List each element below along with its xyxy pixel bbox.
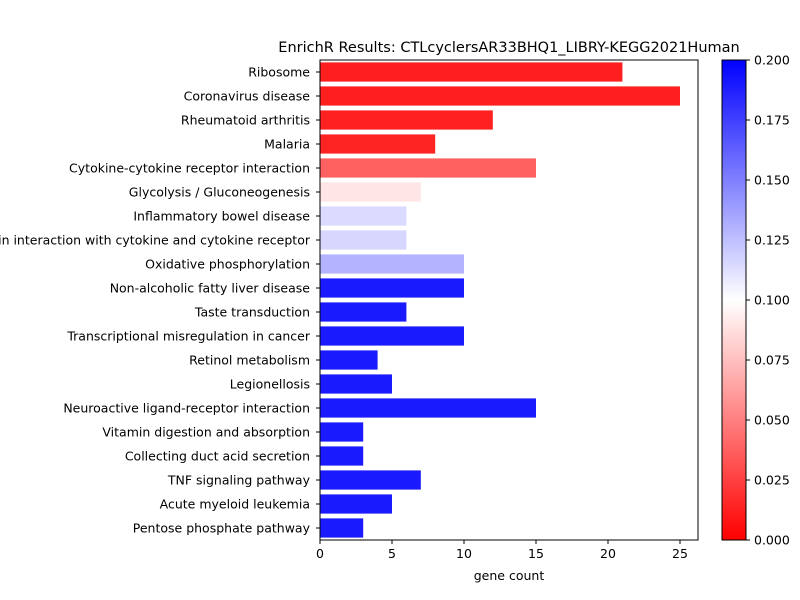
colorbar-tick-label: 0.025 (754, 473, 790, 488)
category-label: Neuroactive ligand-receptor interaction (63, 401, 310, 416)
bar (320, 254, 464, 274)
x-tick-label: 15 (528, 546, 544, 561)
bar (320, 446, 364, 466)
bar (320, 62, 623, 82)
category-label: Taste transduction (194, 305, 310, 320)
colorbar: 0.000 0.025 0.050 0.075 0.100 0.125 0.150 0.175… (721, 53, 790, 548)
category-label: Vitamin digestion and absorption (102, 425, 310, 440)
category-label: Legionellosis (230, 377, 310, 392)
bar (320, 422, 364, 442)
x-tick-label: 5 (388, 546, 396, 561)
category-label: Glycolysis / Gluconeogenesis (129, 185, 310, 200)
category-label: Retinol metabolism (189, 353, 310, 368)
x-axis-label: gene count (474, 568, 545, 583)
chart-title: EnrichR Results: CTLcyclersAR33BHQ1_LIBR… (278, 40, 739, 56)
plot-frame (319, 59, 699, 541)
bar (320, 398, 536, 418)
bar (320, 182, 421, 202)
colorbar-tick-label: 0.175 (754, 113, 790, 128)
bar (320, 302, 407, 322)
category-label: Transcriptional misregulation in cancer (66, 329, 311, 344)
bars (320, 62, 680, 538)
bar (320, 374, 392, 394)
colorbar-tick-label: 0.150 (754, 173, 790, 188)
bar (320, 206, 407, 226)
category-label: Oxidative phosphorylation (145, 257, 310, 272)
category-label: Pentose phosphate pathway (133, 521, 311, 536)
colorbar-tick-label: 0.050 (754, 413, 790, 428)
x-axis: 0 5 10 15 20 25 (316, 540, 688, 561)
bar (320, 470, 421, 490)
x-tick-label: 20 (600, 546, 616, 561)
bar (320, 518, 364, 538)
x-tick-label: 10 (456, 546, 472, 561)
category-label: TNF signaling pathway (167, 473, 311, 488)
category-label: Ribosome (248, 65, 310, 80)
bar (320, 158, 536, 178)
colorbar-tick-label: 0.200 (754, 53, 790, 68)
colorbar-tick-label: 0.100 (754, 293, 790, 308)
category-label: Malaria (264, 137, 310, 152)
category-label: Rheumatoid arthritis (181, 113, 310, 128)
category-label: Collecting duct acid secretion (125, 449, 310, 464)
x-tick-label: 0 (316, 546, 324, 561)
category-label: Acute myeloid leukemia (160, 497, 310, 512)
colorbar-tick-label: 0.125 (754, 233, 790, 248)
bar (320, 350, 378, 370)
colorbar-tick-label: 0.000 (754, 533, 790, 548)
category-label: Coronavirus disease (184, 89, 311, 104)
bar (320, 230, 407, 250)
category-label: Cytokine-cytokine receptor interaction (69, 161, 310, 176)
category-labels: Ribosome Coronavirus disease Rheumatoid ar… (0, 65, 320, 536)
bar (320, 86, 680, 106)
bar (320, 278, 464, 298)
category-label: Non-alcoholic fatty liver disease (110, 281, 311, 296)
bar (320, 326, 464, 346)
bar (320, 134, 436, 154)
bar (320, 494, 392, 514)
bar (320, 110, 493, 130)
category-label: Viral protein interaction with cytokine … (0, 233, 311, 248)
colorbar-tick-label: 0.075 (754, 353, 790, 368)
x-tick-label: 25 (672, 546, 688, 561)
colorbar-gradient (721, 59, 747, 541)
category-label: Inflammatory bowel disease (133, 209, 310, 224)
